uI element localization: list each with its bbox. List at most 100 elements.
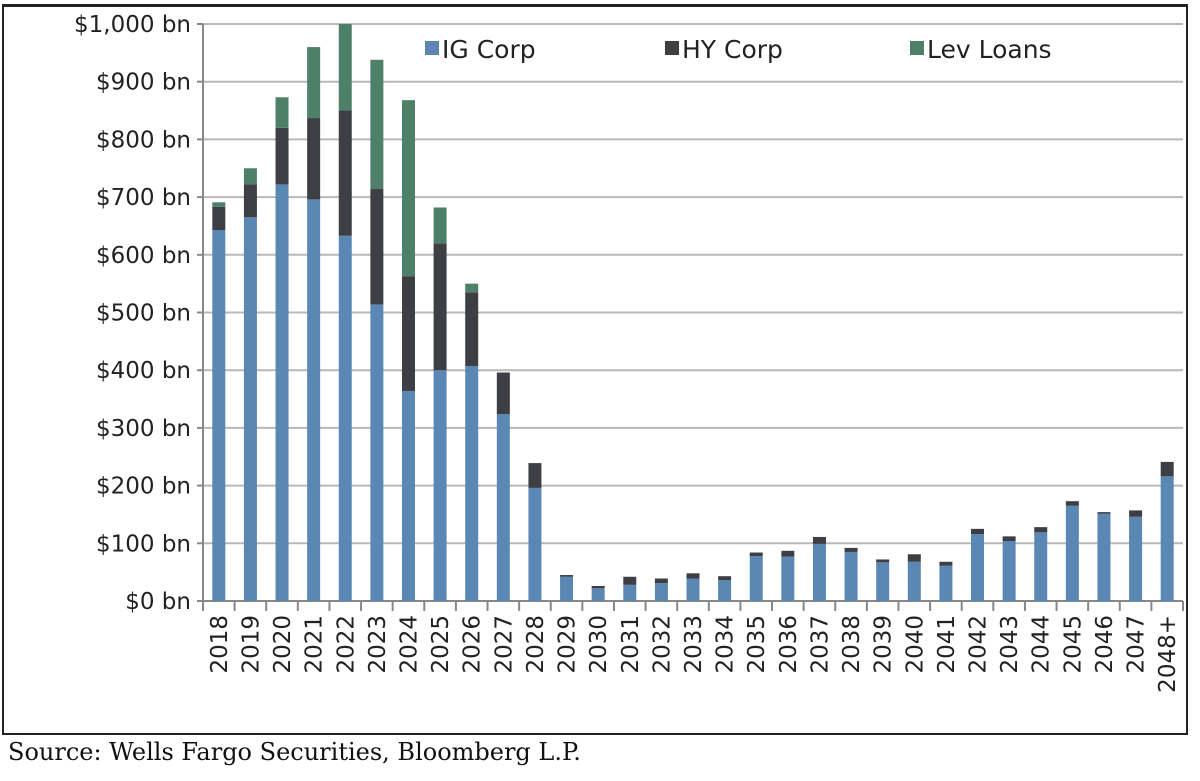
legend-swatch — [665, 41, 679, 55]
x-tick-label: 2041 — [934, 615, 960, 674]
x-tick-label: 2046 — [1092, 615, 1118, 674]
x-tick-label: 2019 — [238, 615, 264, 674]
bar-lev-loans — [401, 100, 415, 277]
x-tick-label: 2048+ — [1155, 615, 1181, 693]
bar-hy-corp — [560, 575, 574, 577]
bar-hy-corp — [876, 559, 890, 563]
bar-ig-corp — [939, 565, 953, 601]
bar-ig-corp — [433, 370, 447, 601]
y-tick-label: $100 bn — [96, 531, 191, 557]
bar-ig-corp — [1002, 540, 1016, 601]
y-tick-label: $200 bn — [96, 474, 191, 500]
y-tick-label: $700 bn — [96, 185, 191, 211]
bar-hy-corp — [465, 292, 479, 367]
bar-ig-corp — [844, 551, 858, 601]
bar-hy-corp — [1065, 501, 1079, 506]
bar-ig-corp — [1065, 505, 1079, 601]
y-tick-label: $900 bn — [96, 70, 191, 96]
x-tick-label: 2029 — [555, 615, 581, 674]
x-tick-label: 2022 — [333, 615, 359, 674]
bar-ig-corp — [1129, 516, 1143, 601]
bar-ig-corp — [718, 580, 732, 601]
x-tick-label: 2039 — [871, 615, 897, 674]
source-note: Source: Wells Fargo Securities, Bloomber… — [8, 738, 581, 766]
bar-hy-corp — [1002, 536, 1016, 541]
bar-ig-corp — [749, 555, 763, 601]
bar-hy-corp — [654, 578, 668, 584]
x-tick-label: 2028 — [523, 615, 549, 674]
bar-hy-corp — [1097, 512, 1111, 514]
x-tick-label: 2027 — [491, 615, 517, 674]
x-tick-label: 2038 — [839, 615, 865, 674]
x-tick-label: 2024 — [396, 615, 422, 674]
bar-hy-corp — [939, 561, 953, 566]
bar-hy-corp — [971, 528, 985, 535]
legend-label: Lev Loans — [927, 35, 1052, 64]
bar-ig-corp — [496, 414, 510, 601]
x-tick-label: 2020 — [270, 615, 296, 674]
bar-ig-corp — [1034, 532, 1048, 601]
bar-lev-loans — [275, 97, 289, 128]
bar-ig-corp — [401, 390, 415, 601]
bar-lev-loans — [465, 283, 479, 293]
x-tick-label: 2021 — [302, 615, 328, 674]
bar-lev-loans — [370, 59, 384, 190]
bar-ig-corp — [812, 543, 826, 601]
y-tick-label: $300 bn — [96, 416, 191, 442]
x-tick-label: 2035 — [744, 615, 770, 674]
x-tick-label: 2040 — [902, 615, 928, 674]
bar-ig-corp — [212, 229, 226, 601]
x-tick-label: 2043 — [997, 615, 1023, 674]
bar-ig-corp — [781, 556, 795, 601]
bar-ig-corp — [686, 578, 700, 601]
bar-lev-loans — [433, 207, 447, 244]
y-tick-label: $600 bn — [96, 243, 191, 269]
bar-hy-corp — [307, 118, 321, 200]
legend-label: IG Corp — [442, 35, 536, 64]
bar-hy-corp — [749, 552, 763, 556]
y-tick-label: $800 bn — [96, 127, 191, 153]
bar-ig-corp — [876, 562, 890, 601]
bar-lev-loans — [307, 47, 321, 119]
y-tick-label: $500 bn — [96, 301, 191, 327]
bar-lev-loans — [243, 168, 257, 185]
x-tick-label: 2047 — [1124, 615, 1150, 674]
stacked-bar-chart: $0 bn $100 bn $200 bn $300 bn $400 bn $500 bn… — [74, 12, 1184, 693]
legend-swatch — [910, 41, 924, 55]
x-tick-label: 2031 — [618, 615, 644, 674]
bar-ig-corp — [623, 584, 637, 601]
x-tick-label: 2025 — [428, 615, 454, 674]
bar-lev-loans — [212, 202, 226, 207]
y-tick-label: $1,000 bn — [74, 12, 191, 38]
bar-hy-corp — [370, 189, 384, 305]
x-tick-label: 2018 — [207, 615, 233, 674]
x-tick-label: 2044 — [1029, 615, 1055, 674]
bar-hy-corp — [433, 243, 447, 371]
legend-label: HY Corp — [682, 35, 783, 64]
bar-hy-corp — [812, 536, 826, 544]
bar-lev-loans — [338, 24, 352, 111]
bar-hy-corp — [686, 573, 700, 579]
x-tick-label: 2034 — [713, 615, 739, 674]
bar-hy-corp — [528, 463, 542, 488]
bar-ig-corp — [907, 561, 921, 601]
chart-frame — [2, 4, 1188, 735]
bar-hy-corp — [496, 372, 510, 415]
bar-hy-corp — [401, 276, 415, 391]
bar-hy-corp — [844, 547, 858, 552]
x-tick-label: 2042 — [966, 615, 992, 674]
bar-ig-corp — [591, 588, 605, 601]
bar-hy-corp — [338, 110, 352, 236]
bar-hy-corp — [907, 554, 921, 562]
x-tick-label: 2030 — [586, 615, 612, 674]
x-tick-label: 2045 — [1060, 615, 1086, 674]
bar-ig-corp — [1097, 513, 1111, 601]
bar-ig-corp — [275, 184, 289, 601]
x-tick-label: 2026 — [460, 615, 486, 674]
bar-ig-corp — [654, 583, 668, 601]
bar-hy-corp — [1034, 527, 1048, 533]
bar-ig-corp — [307, 199, 321, 601]
x-tick-label: 2033 — [681, 615, 707, 674]
bar-ig-corp — [560, 576, 574, 601]
x-tick-label: 2036 — [776, 615, 802, 674]
